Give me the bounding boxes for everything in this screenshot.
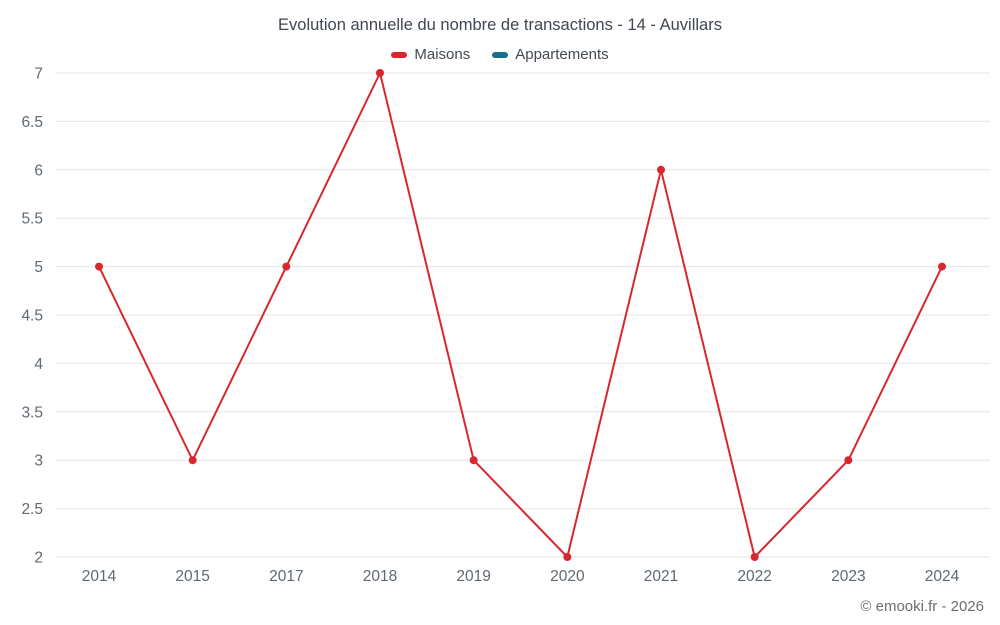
y-tick-label: 3.5 (21, 404, 43, 421)
data-point[interactable] (188, 456, 197, 465)
x-tick-label: 2021 (644, 568, 678, 585)
data-point[interactable] (938, 262, 946, 271)
chart-legend: Maisons Appartements (0, 46, 1000, 63)
copyright-text: © emooki.fr - 2026 (860, 598, 984, 615)
data-point[interactable] (469, 456, 478, 465)
y-tick-label: 7 (34, 66, 43, 83)
legend-label: Appartements (515, 46, 609, 63)
data-point[interactable] (657, 165, 665, 174)
y-tick-label: 5.5 (21, 211, 43, 228)
data-point[interactable] (563, 553, 572, 561)
y-tick-label: 6.5 (21, 114, 43, 131)
x-tick-label: 2017 (269, 568, 303, 585)
y-tick-label: 3 (34, 453, 43, 470)
y-tick-label: 2.5 (21, 501, 43, 518)
x-tick-label: 2022 (737, 568, 771, 585)
x-tick-label: 2015 (175, 568, 209, 585)
chart-title: Evolution annuelle du nombre de transact… (278, 16, 722, 34)
y-tick-label: 4 (34, 356, 43, 373)
legend-marker-maisons (391, 51, 408, 58)
legend-item-maisons[interactable]: Maisons (391, 46, 470, 63)
y-tick-label: 5 (34, 259, 43, 276)
series-line-maisons (98, 72, 943, 558)
y-tick-label: 2 (34, 550, 43, 567)
x-tick-label: 2014 (82, 568, 117, 585)
x-tick-label: 2019 (456, 568, 490, 585)
x-tick-label: 2018 (363, 568, 397, 585)
x-tick-label: 2024 (925, 568, 960, 585)
x-tick-label: 2023 (831, 568, 865, 585)
data-point[interactable] (95, 262, 103, 271)
y-tick-label: 6 (34, 162, 43, 179)
data-point[interactable] (376, 69, 384, 77)
data-point[interactable] (750, 553, 759, 561)
legend-label: Maisons (414, 46, 471, 63)
data-point[interactable] (282, 262, 291, 271)
y-tick-label: 4.5 (21, 308, 43, 325)
legend-item-appartements[interactable]: Appartements (492, 46, 609, 63)
data-point[interactable] (844, 456, 853, 465)
legend-marker-appartements (492, 51, 509, 58)
x-tick-label: 2020 (550, 568, 585, 585)
